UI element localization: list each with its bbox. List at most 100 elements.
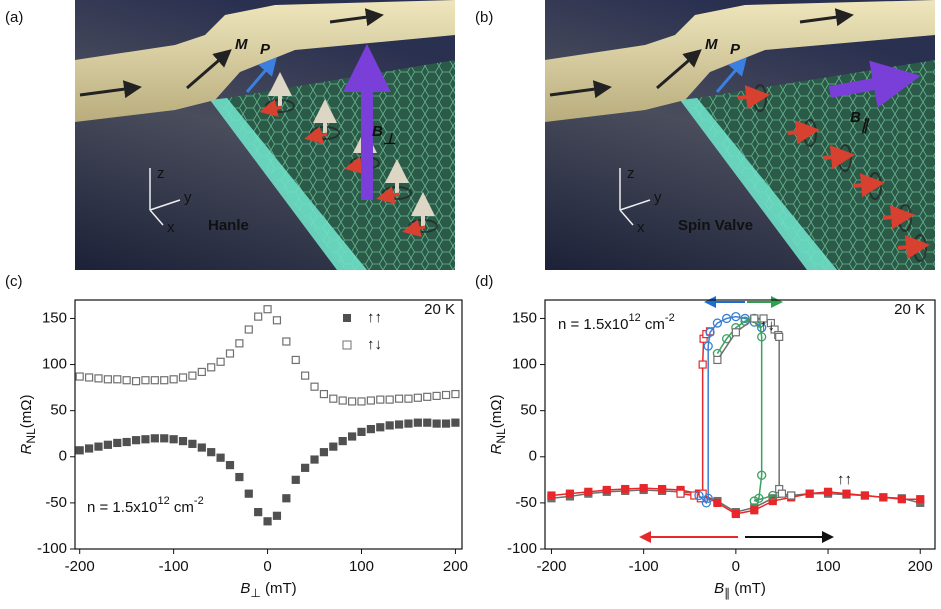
point: [385, 395, 394, 404]
point: [916, 495, 925, 504]
point: [169, 375, 178, 384]
point: [376, 395, 385, 404]
axis-icon-label: z: [627, 165, 635, 182]
x-tick-label: 200: [908, 558, 933, 575]
y-axis-label-part: NL: [24, 428, 38, 444]
y-tick-label: 50: [520, 402, 537, 419]
point: [805, 489, 814, 498]
precession-arrow: [402, 219, 426, 237]
panel-label: (b): [475, 9, 493, 26]
point: [254, 508, 263, 517]
point: [394, 394, 404, 403]
y-tick-label: 50: [50, 402, 67, 419]
field-label-part: B: [850, 109, 861, 126]
y-tick-label: 100: [512, 356, 537, 373]
y-axis-label: RNL(mΩ): [18, 395, 38, 455]
point: [731, 509, 740, 519]
point: [602, 485, 611, 495]
point: [823, 487, 833, 496]
electrode-arrow: [186, 49, 232, 90]
spin-arrow: [822, 145, 855, 170]
spin-arrow: [882, 205, 915, 230]
point: [385, 421, 394, 430]
panel-label: (c): [5, 273, 23, 290]
scene: M Pz yx Spin Valve: [545, 0, 935, 270]
point: [759, 314, 768, 323]
point: [749, 496, 759, 506]
point: [197, 443, 206, 452]
x-axis-label: B⊥ (mT): [240, 580, 296, 600]
point: [216, 453, 225, 462]
annotation: ↑↑: [837, 471, 852, 488]
point: [291, 475, 300, 484]
y-tick-label: -50: [45, 494, 67, 511]
point: [291, 355, 300, 365]
legend-label: ↑↑: [367, 309, 382, 326]
point: [703, 493, 713, 503]
mode-label: Hanle: [208, 217, 249, 234]
point: [757, 470, 767, 480]
field-label-part: ∥: [861, 117, 870, 134]
annotation: ↑↓: [760, 317, 775, 334]
point: [750, 314, 759, 323]
density-label: n = 1.5x1012 cm-2: [558, 312, 675, 333]
x-axis-label-part: (mT): [730, 580, 766, 597]
point: [721, 313, 732, 324]
density-label-part: cm: [641, 316, 665, 333]
density-label: n = 1.5x1012 cm-2: [87, 495, 204, 516]
point: [272, 511, 282, 520]
mode-label: Spin Valve: [678, 217, 753, 234]
y-tick-label: -100: [37, 540, 67, 557]
polarization-label: P: [730, 41, 741, 58]
point: [319, 448, 329, 457]
x-axis-label-part: (mT): [261, 580, 297, 597]
point: [141, 435, 150, 444]
point: [750, 506, 759, 515]
x-axis-label-part: B: [240, 580, 250, 597]
point: [94, 442, 103, 451]
density-label-part: -2: [665, 312, 675, 324]
point: [413, 418, 422, 427]
precession-arrow: [376, 186, 400, 204]
point: [705, 327, 715, 337]
electrode-arrow: [329, 8, 384, 27]
point: [441, 390, 451, 400]
density-label-part: 12: [628, 312, 640, 324]
point: [103, 375, 112, 384]
point: [141, 376, 150, 385]
plot-frame: [74, 299, 463, 550]
x-tick-label: 100: [816, 558, 841, 575]
point: [657, 484, 667, 494]
point: [84, 444, 94, 453]
field-label: B⊥: [372, 123, 396, 148]
point: [394, 420, 404, 429]
axis-icon-label: y: [184, 189, 192, 206]
y-tick-label: 0: [529, 448, 537, 465]
point: [347, 432, 357, 441]
point: [879, 493, 888, 502]
axis-icon: [619, 199, 651, 211]
point: [713, 498, 722, 507]
point: [310, 455, 319, 464]
point: [775, 332, 784, 341]
panel-label: (a): [5, 9, 23, 26]
point: [676, 489, 685, 498]
point: [842, 489, 851, 498]
x-axis-label-part: ⊥: [250, 586, 260, 600]
y-axis-label-part: R: [18, 443, 35, 454]
y-axis-label-part: (mΩ): [488, 395, 505, 429]
point: [131, 377, 141, 386]
magnetization-label: M: [705, 36, 718, 53]
point: [150, 376, 159, 385]
legend-marker: [343, 314, 351, 322]
point: [122, 376, 131, 385]
point: [432, 391, 441, 401]
point: [244, 489, 253, 498]
axis-icon-label: x: [167, 219, 175, 236]
point: [207, 363, 216, 372]
point: [235, 472, 244, 482]
point: [235, 339, 244, 348]
axis-icon: [149, 199, 181, 211]
point: [329, 394, 338, 403]
